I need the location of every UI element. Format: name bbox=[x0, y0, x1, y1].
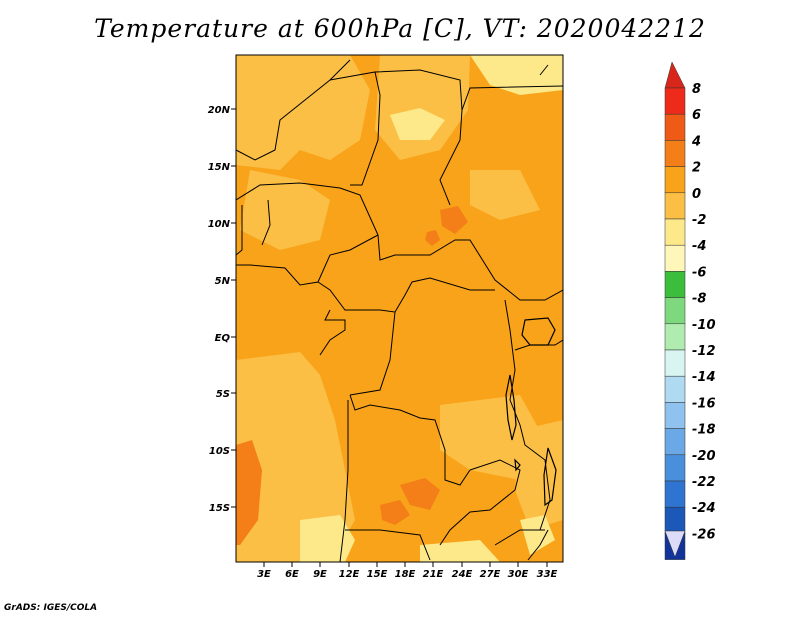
lat-label-20n: 20N bbox=[208, 105, 231, 116]
colorbar-label: -24 bbox=[692, 501, 716, 516]
colorbar-cell bbox=[664, 297, 686, 325]
colorbar-cell bbox=[664, 166, 686, 194]
colorbar-cells bbox=[664, 87, 686, 560]
lat-label-eq: EQ bbox=[215, 333, 231, 344]
colorbar-label: 8 bbox=[692, 82, 701, 97]
colorbar-labels: 8 6 4 2 0 -2 -4 -6 -8 -10 -12 -14 -16 -18 -20 -22 -24 -26 bbox=[691, 82, 716, 542]
colorbar-cell bbox=[664, 428, 686, 456]
colorbar-label: 6 bbox=[692, 108, 701, 123]
country-borders bbox=[236, 59, 563, 562]
colorbar-label: 0 bbox=[692, 187, 701, 202]
lat-label-5n: 5N bbox=[215, 276, 231, 287]
contour-0-2 bbox=[236, 55, 563, 562]
colorbar-top-arrow bbox=[664, 61, 686, 89]
lon-label-9e: 9E bbox=[313, 569, 327, 580]
lat-label-10n: 10N bbox=[208, 219, 231, 230]
colorbar-label: -20 bbox=[692, 449, 716, 464]
lon-label-15e: 15E bbox=[367, 569, 388, 580]
colorbar-label: -8 bbox=[692, 292, 706, 307]
chart-title: Temperature at 600hPa [C], VT: 202004221… bbox=[94, 14, 706, 43]
colorbar-cell bbox=[664, 218, 686, 246]
map-panel bbox=[235, 54, 564, 563]
colorbar-cell bbox=[664, 271, 686, 298]
colorbar-label: -2 bbox=[692, 213, 706, 228]
colorbar-cell bbox=[664, 87, 686, 115]
colorbar-label: -14 bbox=[692, 370, 716, 385]
colorbar-label: 2 bbox=[692, 161, 701, 176]
grads-credit: GrADS: IGES/COLA bbox=[4, 603, 98, 613]
colorbar-cell bbox=[664, 244, 686, 272]
lon-label-12e: 12E bbox=[339, 569, 360, 580]
lon-label-27e: 27E bbox=[480, 569, 501, 580]
colorbar-cell bbox=[664, 375, 686, 403]
colorbar-label: -10 bbox=[692, 318, 716, 333]
colorbar-cell bbox=[664, 480, 686, 508]
colorbar-label: -18 bbox=[692, 423, 716, 438]
colorbar-label: -22 bbox=[692, 475, 716, 490]
temperature-field bbox=[236, 55, 563, 562]
colorbar: 8 6 4 2 0 -2 -4 -6 -8 -10 -12 -14 -16 -18 -20 -22 -24 -26 bbox=[664, 61, 716, 560]
lon-label-33e: 33E bbox=[537, 569, 558, 580]
colorbar-label: 4 bbox=[691, 134, 701, 149]
colorbar-cell bbox=[664, 113, 686, 141]
longitude-axis: 3E 6E 9E 12E 15E 18E 21E 24E 27E 30E 33E bbox=[257, 562, 558, 580]
lat-label-5s: 5S bbox=[216, 389, 230, 400]
lon-label-21e: 21E bbox=[423, 569, 444, 580]
lon-label-24e: 24E bbox=[452, 569, 473, 580]
lon-label-18e: 18E bbox=[395, 569, 416, 580]
colorbar-bottom-arrow bbox=[664, 530, 686, 558]
colorbar-label: -26 bbox=[692, 527, 716, 542]
colorbar-cell bbox=[664, 349, 686, 377]
contour-neg2-0 bbox=[300, 55, 563, 562]
colorbar-cell bbox=[664, 402, 686, 429]
lon-label-3e: 3E bbox=[257, 569, 271, 580]
colorbar-label: -6 bbox=[692, 265, 706, 280]
colorbar-cell bbox=[664, 192, 686, 220]
contour-4-6 bbox=[236, 206, 468, 545]
colorbar-cell bbox=[664, 506, 686, 534]
lat-label-15n: 15N bbox=[208, 162, 231, 173]
colorbar-cell bbox=[664, 454, 686, 482]
lat-label-15s: 15S bbox=[209, 503, 230, 514]
lon-label-30e: 30E bbox=[508, 569, 529, 580]
latitude-axis: 20N 15N 10N 5N EQ 5S 10S 15S bbox=[208, 105, 236, 514]
lon-label-6e: 6E bbox=[285, 569, 299, 580]
lat-label-10s: 10S bbox=[209, 446, 230, 457]
colorbar-cell bbox=[664, 323, 686, 351]
map-frame bbox=[235, 54, 564, 563]
colorbar-label: -12 bbox=[692, 344, 716, 359]
colorbar-label: -4 bbox=[692, 239, 706, 254]
colorbar-label: -16 bbox=[692, 396, 716, 411]
lake-outlines bbox=[505, 317, 557, 507]
colorbar-cell bbox=[664, 140, 686, 167]
